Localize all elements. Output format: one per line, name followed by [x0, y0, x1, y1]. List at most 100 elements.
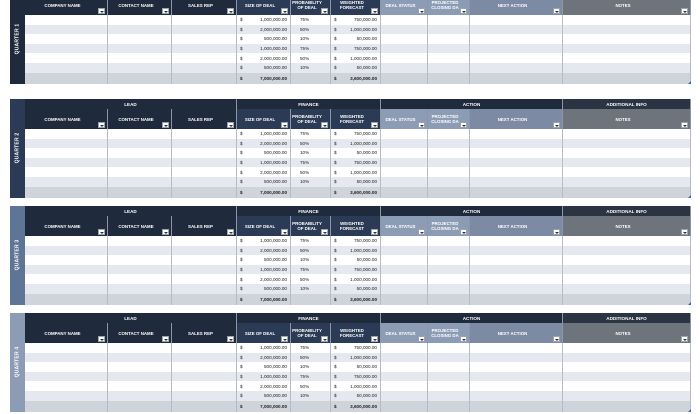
filter-dropdown-button[interactable] — [227, 122, 234, 128]
cell-weighted-forecast[interactable]: $50,000.00 — [331, 34, 381, 44]
filter-dropdown-button[interactable] — [681, 229, 688, 235]
cell-size-of-deal[interactable]: $2,000,000.00 — [237, 53, 291, 63]
cell-company-name[interactable] — [25, 15, 108, 25]
cell-projected-closing-date[interactable] — [428, 138, 470, 149]
cell-next-action[interactable] — [470, 381, 563, 391]
cell-projected-closing-date[interactable] — [428, 371, 470, 382]
cell-probability-of-deal[interactable]: 75% — [291, 15, 331, 25]
cell-size-of-deal[interactable]: $1,000,000.00 — [237, 15, 291, 25]
filter-dropdown-button[interactable] — [162, 8, 169, 14]
table-resize-handle[interactable] — [688, 301, 691, 305]
cell-probability-of-deal[interactable]: 50% — [291, 245, 331, 256]
cell-weighted-forecast[interactable]: $750,000.00 — [331, 371, 381, 382]
cell-deal-status[interactable] — [381, 352, 428, 363]
cell-projected-closing-date[interactable] — [428, 255, 470, 265]
cell-size-of-deal[interactable]: $1,000,000.00 — [237, 264, 291, 275]
cell-contact-name[interactable] — [108, 177, 172, 187]
filter-dropdown-button[interactable] — [227, 229, 234, 235]
cell-notes[interactable] — [563, 138, 691, 149]
cell-weighted-forecast[interactable]: $50,000.00 — [331, 63, 381, 73]
cell-notes[interactable] — [563, 15, 691, 25]
cell-contact-name[interactable] — [108, 157, 172, 168]
cell-contact-name[interactable] — [108, 245, 172, 256]
cell-size-of-deal[interactable]: $1,000,000.00 — [237, 343, 291, 353]
cell-notes[interactable] — [563, 148, 691, 158]
cell-deal-status[interactable] — [381, 371, 428, 382]
cell-company-name[interactable] — [25, 284, 108, 294]
cell-weighted-forecast[interactable]: $750,000.00 — [331, 15, 381, 25]
cell-next-action[interactable] — [470, 362, 563, 372]
cell-deal-status[interactable] — [381, 148, 428, 158]
cell-probability-of-deal[interactable]: 10% — [291, 284, 331, 294]
filter-dropdown-button[interactable] — [281, 122, 288, 128]
cell-probability-of-deal[interactable]: 50% — [291, 167, 331, 177]
cell-sales-rep[interactable] — [172, 177, 237, 187]
cell-weighted-forecast[interactable]: $750,000.00 — [331, 129, 381, 139]
cell-contact-name[interactable] — [108, 148, 172, 158]
cell-probability-of-deal[interactable]: 50% — [291, 53, 331, 63]
cell-size-of-deal[interactable]: $500,000.00 — [237, 177, 291, 187]
cell-notes[interactable] — [563, 129, 691, 139]
filter-dropdown-button[interactable] — [681, 336, 688, 342]
filter-dropdown-button[interactable] — [321, 229, 328, 235]
cell-weighted-forecast[interactable]: $750,000.00 — [331, 343, 381, 353]
cell-contact-name[interactable] — [108, 53, 172, 63]
filter-dropdown-button[interactable] — [553, 8, 560, 14]
cell-notes[interactable] — [563, 34, 691, 44]
cell-probability-of-deal[interactable]: 10% — [291, 391, 331, 401]
cell-deal-status[interactable] — [381, 24, 428, 35]
cell-notes[interactable] — [563, 63, 691, 73]
cell-contact-name[interactable] — [108, 362, 172, 372]
cell-sales-rep[interactable] — [172, 255, 237, 265]
filter-dropdown-button[interactable] — [371, 336, 378, 342]
cell-deal-status[interactable] — [381, 43, 428, 54]
cell-weighted-forecast[interactable]: $750,000.00 — [331, 264, 381, 275]
cell-contact-name[interactable] — [108, 284, 172, 294]
cell-contact-name[interactable] — [108, 15, 172, 25]
cell-size-of-deal[interactable]: $1,000,000.00 — [237, 371, 291, 382]
cell-notes[interactable] — [563, 284, 691, 294]
filter-dropdown-button[interactable] — [281, 8, 288, 14]
cell-size-of-deal[interactable]: $500,000.00 — [237, 148, 291, 158]
cell-weighted-forecast[interactable]: $1,000,000.00 — [331, 352, 381, 363]
cell-company-name[interactable] — [25, 391, 108, 401]
cell-size-of-deal[interactable]: $1,000,000.00 — [237, 157, 291, 168]
filter-dropdown-button[interactable] — [98, 229, 105, 235]
cell-projected-closing-date[interactable] — [428, 284, 470, 294]
cell-size-of-deal[interactable]: $1,000,000.00 — [237, 236, 291, 246]
cell-weighted-forecast[interactable]: $1,000,000.00 — [331, 24, 381, 35]
cell-company-name[interactable] — [25, 138, 108, 149]
cell-next-action[interactable] — [470, 129, 563, 139]
cell-probability-of-deal[interactable]: 50% — [291, 24, 331, 35]
cell-projected-closing-date[interactable] — [428, 381, 470, 391]
cell-sales-rep[interactable] — [172, 157, 237, 168]
cell-deal-status[interactable] — [381, 15, 428, 25]
filter-dropdown-button[interactable] — [460, 8, 467, 14]
cell-next-action[interactable] — [470, 15, 563, 25]
cell-notes[interactable] — [563, 255, 691, 265]
cell-size-of-deal[interactable]: $2,000,000.00 — [237, 381, 291, 391]
cell-company-name[interactable] — [25, 352, 108, 363]
filter-dropdown-button[interactable] — [460, 229, 467, 235]
cell-projected-closing-date[interactable] — [428, 34, 470, 44]
cell-next-action[interactable] — [470, 148, 563, 158]
cell-sales-rep[interactable] — [172, 53, 237, 63]
cell-next-action[interactable] — [470, 167, 563, 177]
filter-dropdown-button[interactable] — [418, 122, 425, 128]
cell-deal-status[interactable] — [381, 34, 428, 44]
cell-weighted-forecast[interactable]: $50,000.00 — [331, 255, 381, 265]
cell-contact-name[interactable] — [108, 129, 172, 139]
cell-sales-rep[interactable] — [172, 245, 237, 256]
filter-dropdown-button[interactable] — [553, 122, 560, 128]
cell-sales-rep[interactable] — [172, 167, 237, 177]
cell-projected-closing-date[interactable] — [428, 274, 470, 284]
cell-company-name[interactable] — [25, 157, 108, 168]
cell-company-name[interactable] — [25, 343, 108, 353]
cell-size-of-deal[interactable]: $2,000,000.00 — [237, 274, 291, 284]
cell-size-of-deal[interactable]: $2,000,000.00 — [237, 167, 291, 177]
cell-sales-rep[interactable] — [172, 129, 237, 139]
table-resize-handle[interactable] — [688, 194, 691, 198]
cell-probability-of-deal[interactable]: 75% — [291, 264, 331, 275]
cell-notes[interactable] — [563, 381, 691, 391]
cell-deal-status[interactable] — [381, 284, 428, 294]
